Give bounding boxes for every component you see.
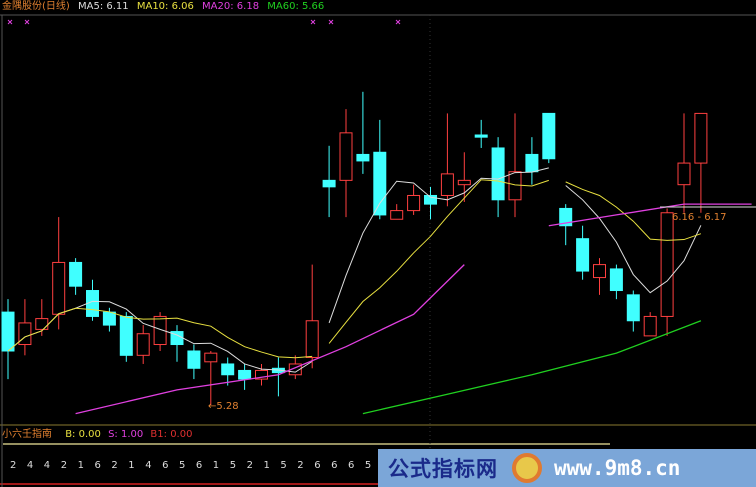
watermark-text: 公式指标网 bbox=[388, 457, 498, 481]
indicator-value: 5 bbox=[364, 460, 372, 471]
ma20-line bbox=[75, 264, 465, 415]
low-price-label: ←5.28 bbox=[208, 401, 239, 412]
candle-body bbox=[322, 179, 336, 188]
candle-body bbox=[102, 311, 116, 326]
indicator-value: 4 bbox=[43, 460, 51, 471]
candle-body bbox=[187, 350, 201, 369]
indicator-value: 2 bbox=[10, 460, 17, 471]
candle-body bbox=[255, 369, 268, 380]
indicator-value: 1 bbox=[263, 460, 270, 471]
candle-body bbox=[52, 261, 66, 315]
candle-body bbox=[609, 268, 623, 292]
indicator-legend: 小六壬指南 B: 0.00 S: 1.00 B1: 0.00 bbox=[2, 429, 196, 441]
indicator-value: 5 bbox=[179, 460, 186, 471]
marker-icon bbox=[24, 19, 30, 25]
indicator-b: B: 0.00 bbox=[65, 429, 101, 440]
candle-body bbox=[694, 112, 708, 164]
candle-body bbox=[153, 315, 167, 346]
candle-body bbox=[1, 311, 15, 352]
indicator-value: 2 bbox=[297, 460, 304, 471]
ma5-line bbox=[565, 185, 702, 294]
marker-icon bbox=[7, 19, 13, 25]
indicator-value: 2 bbox=[60, 460, 68, 471]
indicator-value: 4 bbox=[26, 460, 34, 471]
candle-body bbox=[491, 147, 505, 201]
candle-body bbox=[305, 320, 319, 358]
candle-body bbox=[593, 264, 606, 279]
ma20-label: MA20: 6.18 bbox=[202, 1, 260, 12]
candle-body bbox=[119, 315, 133, 356]
stock-title: 金隅股份(日线) bbox=[2, 1, 70, 12]
ma5-label: MA5: 6.11 bbox=[78, 1, 129, 12]
indicator-value: 2 bbox=[111, 460, 118, 471]
indicator-b1: B1: 0.00 bbox=[150, 429, 193, 440]
price-range-label: 6.16 - 6.17 bbox=[672, 212, 727, 223]
ma10-line bbox=[565, 181, 702, 241]
candle-body bbox=[356, 153, 370, 162]
candle-body bbox=[69, 261, 83, 287]
candle-body bbox=[136, 333, 150, 356]
candle-body bbox=[660, 212, 674, 317]
ma5-line bbox=[328, 167, 549, 324]
candle-body bbox=[542, 112, 556, 160]
indicator-s: S: 1.00 bbox=[108, 429, 144, 440]
candle-body bbox=[238, 369, 252, 380]
marker-icon bbox=[328, 19, 334, 25]
candle-body bbox=[373, 151, 387, 216]
candle-body bbox=[424, 194, 437, 205]
candle-body bbox=[474, 134, 488, 138]
candle-body bbox=[559, 207, 573, 227]
logo-icon bbox=[512, 453, 542, 483]
candle-body bbox=[35, 318, 49, 330]
indicator-value: 1 bbox=[128, 460, 135, 471]
candle-body bbox=[525, 153, 539, 173]
indicator-name[interactable]: 小六壬指南 bbox=[2, 429, 52, 440]
watermark-url: www.9m8.cn bbox=[554, 456, 681, 480]
candle-body bbox=[339, 132, 353, 181]
candle-body bbox=[508, 171, 522, 201]
watermark-banner: 公式指标网 www.9m8.cn bbox=[378, 449, 756, 487]
candle-body bbox=[677, 162, 691, 186]
ma10-label: MA10: 6.06 bbox=[136, 1, 194, 12]
ma10-line bbox=[7, 307, 313, 359]
ma60-label: MA60: 5.66 bbox=[267, 1, 325, 12]
indicator-value: 1 bbox=[77, 460, 84, 471]
candle-body bbox=[440, 173, 454, 196]
indicator-value: 6 bbox=[314, 460, 321, 471]
candle-body bbox=[576, 238, 590, 272]
indicator-value: 6 bbox=[162, 460, 169, 471]
candle-body bbox=[626, 294, 640, 322]
ma20-line bbox=[548, 203, 752, 227]
ma10-line bbox=[328, 179, 549, 344]
chart-legend: 金隅股份(日线) MA5: 6.11 MA10: 6.06 MA20: 6.18… bbox=[2, 1, 329, 13]
candle-body bbox=[390, 210, 404, 220]
candle-body bbox=[407, 194, 421, 212]
candle-body bbox=[457, 179, 471, 186]
indicator-value: 1 bbox=[212, 460, 220, 471]
indicator-value: 5 bbox=[280, 460, 287, 471]
indicator-value: 6 bbox=[331, 460, 338, 471]
candle-body bbox=[643, 315, 657, 337]
marker-icon bbox=[310, 19, 316, 25]
indicator-value: 4 bbox=[145, 460, 152, 471]
marker-icon bbox=[395, 19, 401, 25]
indicator-value: 6 bbox=[348, 460, 355, 471]
ma60-line bbox=[362, 320, 702, 415]
indicator-value: 6 bbox=[94, 460, 101, 471]
indicator-value: 5 bbox=[229, 460, 237, 471]
indicator-value: 6 bbox=[195, 460, 203, 471]
candle-body bbox=[288, 363, 302, 376]
candle-body bbox=[221, 363, 235, 376]
candle-body bbox=[204, 352, 218, 363]
indicator-value: 2 bbox=[246, 460, 253, 471]
candle-body bbox=[18, 322, 32, 346]
